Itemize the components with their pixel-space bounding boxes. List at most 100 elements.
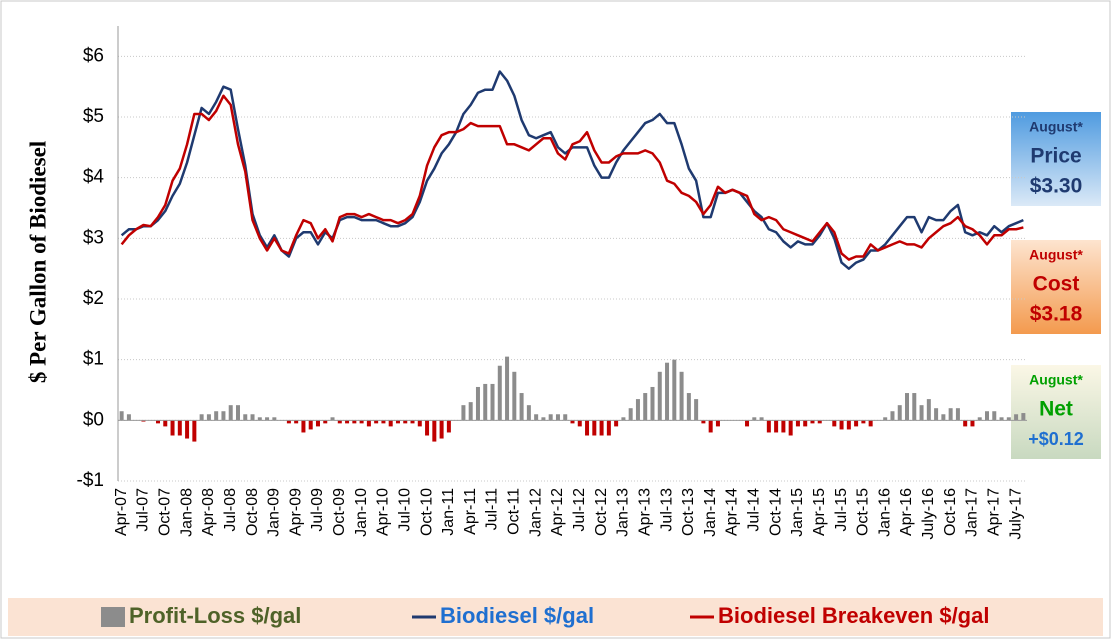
bar	[1006, 417, 1011, 421]
bar	[243, 414, 248, 421]
y-axis-title: $ Per Gallon of Biodiesel	[25, 141, 50, 383]
bar	[941, 414, 946, 421]
bar	[679, 371, 684, 421]
y-tick-label: $5	[83, 106, 104, 127]
bar	[897, 405, 902, 421]
bar	[388, 420, 393, 427]
x-tick-label: Oct-13	[680, 488, 697, 536]
bar	[381, 420, 386, 424]
bar	[366, 420, 371, 427]
bar	[905, 393, 910, 421]
bar	[206, 414, 211, 421]
bar	[846, 420, 851, 430]
bar	[505, 356, 510, 421]
line	[120, 94, 1024, 261]
legend-swatch	[101, 607, 125, 627]
bar	[294, 420, 299, 424]
bar	[788, 420, 793, 436]
x-tick-label: Oct-07	[156, 488, 173, 536]
bar	[759, 417, 764, 421]
y-tick-label: $0	[83, 409, 104, 430]
bar	[934, 408, 939, 421]
bar	[919, 405, 924, 421]
bar	[497, 365, 502, 421]
bar	[1014, 414, 1019, 421]
bar	[912, 393, 917, 421]
summary-boxes: August* Price $3.30 August* Cost $3.18 August*…	[1011, 112, 1101, 459]
bar	[265, 417, 270, 421]
summary-value: $3.30	[1030, 175, 1083, 198]
legend-band	[8, 598, 1103, 636]
bar	[315, 420, 320, 427]
x-tick-label: Oct-09	[331, 488, 348, 536]
summary-box	[1011, 365, 1101, 459]
bar	[221, 411, 226, 421]
x-tick-label: Oct-15	[855, 488, 872, 536]
bar	[403, 420, 408, 424]
bar	[272, 417, 277, 421]
y-tick-label: $6	[83, 45, 104, 66]
x-tick-label: Jan-11	[440, 488, 457, 536]
x-tick-label: Jul-11	[484, 488, 501, 530]
bar	[432, 420, 437, 442]
bar	[475, 386, 480, 421]
bar	[948, 408, 953, 421]
y-tick-label: $3	[83, 227, 104, 248]
x-tick-label: Jul-09	[309, 488, 326, 532]
x-tick-label: Jul-07	[135, 488, 152, 532]
bar	[439, 420, 444, 439]
x-tick-label: Oct-16	[942, 488, 959, 536]
y-tick-label: -$1	[77, 470, 104, 491]
bar	[635, 399, 640, 421]
x-tick-label: Apr-07	[113, 488, 130, 536]
summary-heading: August*	[1029, 119, 1083, 135]
bar	[512, 371, 517, 421]
bar	[883, 417, 888, 421]
summary-heading: August*	[1029, 247, 1083, 263]
bar	[970, 420, 975, 427]
x-tick-label: Jul-15	[833, 488, 850, 532]
x-tick-label: Apr-09	[287, 488, 304, 536]
x-tick-label: Oct-14	[767, 488, 784, 536]
y-tick-label: $1	[83, 349, 104, 370]
x-tick-label: Jul-13	[658, 488, 675, 532]
bar	[1021, 413, 1026, 421]
bar	[686, 393, 691, 421]
x-tick-label: Oct-08	[244, 488, 261, 536]
summary-value: $3.18	[1030, 303, 1083, 326]
bar	[235, 405, 240, 421]
bar	[301, 420, 306, 433]
bar	[410, 420, 415, 424]
x-tick-label: July-16	[920, 488, 937, 540]
x-tick-label: Jul-08	[222, 488, 239, 532]
bar	[985, 411, 990, 421]
bar	[992, 411, 997, 421]
bar	[650, 386, 655, 421]
bar	[577, 420, 582, 427]
bar	[548, 414, 553, 421]
bar	[599, 420, 604, 436]
bar	[570, 420, 575, 424]
bar	[170, 420, 175, 436]
bar	[606, 420, 611, 436]
bar	[795, 420, 800, 427]
summary-label: Price	[1030, 145, 1081, 168]
bar	[868, 420, 873, 427]
bar	[810, 420, 815, 424]
x-tick-label: Jul-10	[396, 488, 413, 532]
bar	[468, 402, 473, 421]
bar	[817, 420, 822, 424]
x-tick-label: Apr-12	[549, 488, 566, 536]
bar	[286, 420, 291, 424]
bar	[621, 417, 626, 421]
bar	[628, 408, 633, 421]
x-tick-label: Apr-11	[462, 488, 479, 535]
x-tick-label: Oct-10	[418, 488, 435, 536]
y-tick-label: $4	[83, 167, 105, 188]
legend-label: Biodiesel Breakeven $/gal	[718, 603, 989, 628]
x-tick-label: Jan-14	[702, 488, 719, 537]
bar	[745, 420, 750, 427]
bar	[803, 420, 808, 427]
x-tick-label: Apr-13	[636, 488, 653, 536]
